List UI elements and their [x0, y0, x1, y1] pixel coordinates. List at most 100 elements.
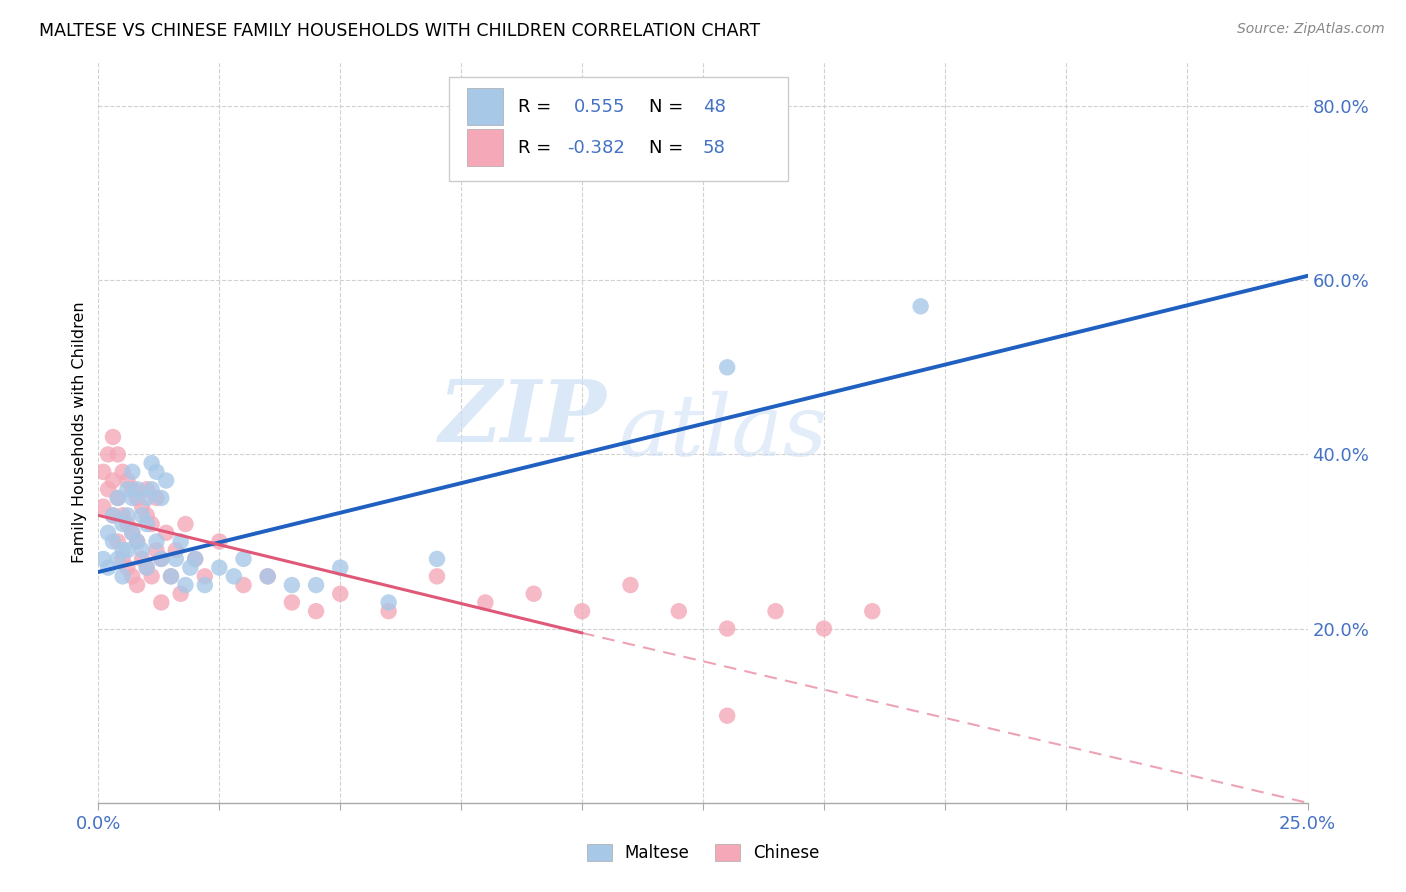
Point — [813, 622, 835, 636]
Point — [131, 500, 153, 514]
Point — [329, 560, 352, 574]
Point — [256, 569, 278, 583]
Point — [150, 491, 173, 505]
Point — [169, 534, 191, 549]
Point — [141, 517, 163, 532]
Point — [765, 604, 787, 618]
Point — [121, 569, 143, 583]
Point — [668, 604, 690, 618]
Point — [208, 560, 231, 574]
Point — [160, 569, 183, 583]
Point — [184, 552, 207, 566]
Point — [474, 595, 496, 609]
Point — [305, 604, 328, 618]
Point — [141, 482, 163, 496]
Point — [135, 560, 157, 574]
Point — [165, 543, 187, 558]
Text: N =: N = — [648, 138, 689, 157]
Text: ZIP: ZIP — [439, 376, 606, 459]
Point — [716, 622, 738, 636]
Point — [910, 299, 932, 313]
Point — [523, 587, 546, 601]
Point — [716, 360, 738, 375]
Point — [111, 508, 134, 523]
Text: 48: 48 — [703, 98, 725, 116]
Point — [571, 604, 593, 618]
Point — [150, 595, 173, 609]
Point — [107, 534, 129, 549]
Point — [150, 552, 173, 566]
Point — [141, 456, 163, 470]
Point — [127, 578, 149, 592]
Text: 0.555: 0.555 — [574, 98, 626, 116]
Point — [91, 500, 114, 514]
Legend: Maltese, Chinese: Maltese, Chinese — [579, 837, 827, 869]
Point — [194, 569, 217, 583]
Point — [145, 465, 167, 479]
Point — [101, 508, 124, 523]
Point — [232, 552, 254, 566]
Text: R =: R = — [517, 98, 557, 116]
Point — [281, 578, 304, 592]
Bar — [467, 88, 503, 126]
Point — [131, 552, 153, 566]
Point — [121, 465, 143, 479]
Point — [97, 447, 120, 461]
Point — [377, 595, 399, 609]
Point — [377, 604, 399, 618]
Point — [117, 517, 139, 532]
Point — [135, 560, 157, 574]
Point — [117, 560, 139, 574]
Point — [155, 474, 177, 488]
Point — [101, 430, 124, 444]
Point — [165, 552, 187, 566]
Point — [174, 578, 197, 592]
Point — [131, 508, 153, 523]
Point — [101, 474, 124, 488]
Point — [426, 552, 449, 566]
Point — [716, 708, 738, 723]
Point — [101, 508, 124, 523]
Point — [305, 578, 328, 592]
Point — [426, 569, 449, 583]
Point — [91, 465, 114, 479]
Point — [127, 491, 149, 505]
Point — [107, 552, 129, 566]
Point — [97, 560, 120, 574]
Point — [111, 465, 134, 479]
Point — [184, 552, 207, 566]
Point — [111, 552, 134, 566]
Point — [111, 543, 134, 558]
Text: R =: R = — [517, 138, 557, 157]
Point — [117, 508, 139, 523]
Point — [135, 482, 157, 496]
Point — [329, 587, 352, 601]
Point — [111, 517, 134, 532]
Point — [150, 552, 173, 566]
Text: 58: 58 — [703, 138, 725, 157]
Point — [91, 552, 114, 566]
Point — [107, 491, 129, 505]
Text: N =: N = — [648, 98, 689, 116]
Point — [111, 569, 134, 583]
Point — [145, 543, 167, 558]
Point — [179, 560, 201, 574]
Point — [141, 569, 163, 583]
Point — [117, 474, 139, 488]
Point — [127, 482, 149, 496]
Point — [135, 508, 157, 523]
Point — [107, 447, 129, 461]
Point — [145, 491, 167, 505]
FancyBboxPatch shape — [449, 78, 787, 181]
Bar — [467, 129, 503, 166]
Point — [117, 543, 139, 558]
Point — [121, 525, 143, 540]
Point — [131, 543, 153, 558]
Point — [135, 517, 157, 532]
Point — [860, 604, 883, 618]
Point — [121, 482, 143, 496]
Point — [127, 534, 149, 549]
Point — [208, 534, 231, 549]
Point — [194, 578, 217, 592]
Point — [121, 491, 143, 505]
